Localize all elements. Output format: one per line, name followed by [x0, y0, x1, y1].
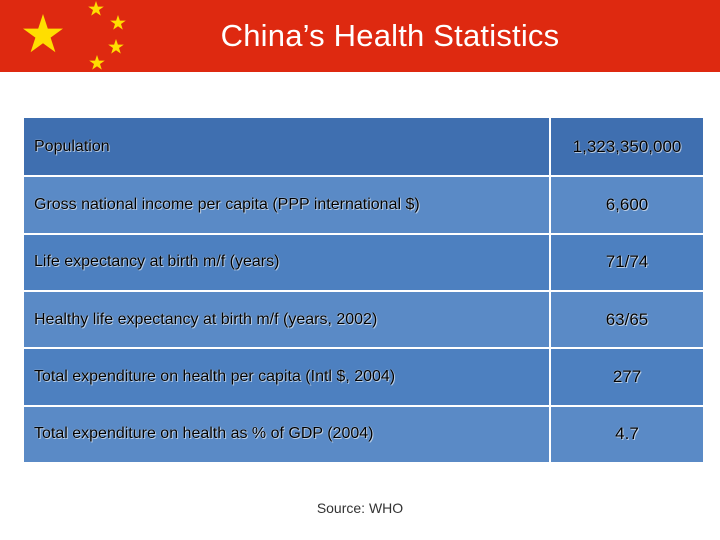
- small-star-icon: [89, 55, 105, 70]
- page-title: China’s Health Statistics: [220, 18, 560, 53]
- small-star-icon: [110, 15, 126, 30]
- table-row-value: 71/74: [549, 232, 703, 290]
- small-star-icon: [108, 39, 124, 54]
- source-caption: Source: WHO: [316, 500, 404, 516]
- table-row-value: 63/65: [549, 289, 703, 348]
- table-row-label: Life expectancy at birth m/f (years): [24, 232, 549, 290]
- table-row-label: Total expenditure on health per capita (…: [24, 347, 549, 405]
- health-statistics-table: Population 1,323,350,000 Gross national …: [24, 118, 703, 462]
- small-star-icon: [88, 1, 104, 16]
- table-row-label: Population: [24, 118, 549, 176]
- table-row-label: Gross national income per capita (PPP in…: [24, 175, 549, 233]
- table-row-value: 1,323,350,000: [549, 118, 703, 176]
- china-flag-stars-icon: [23, 1, 126, 70]
- table-row-value: 4.7: [549, 404, 703, 462]
- table-row-label: Total expenditure on health as % of GDP …: [24, 404, 549, 462]
- table-row-value: 277: [549, 347, 703, 405]
- title-banner: [0, 0, 720, 72]
- large-star-icon: [23, 14, 63, 53]
- table-row-label: Healthy life expectancy at birth m/f (ye…: [24, 289, 549, 348]
- table-row-value: 6,600: [549, 175, 703, 233]
